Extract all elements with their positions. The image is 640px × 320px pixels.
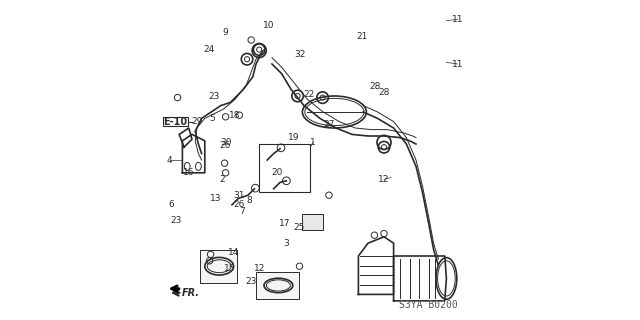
Text: S3YA B0200: S3YA B0200	[399, 300, 458, 310]
Text: 28: 28	[369, 82, 381, 91]
Text: 5: 5	[209, 114, 214, 123]
Text: 16: 16	[183, 168, 195, 177]
Text: 29: 29	[191, 117, 202, 126]
Text: 23: 23	[246, 277, 257, 286]
Text: 31: 31	[234, 191, 245, 200]
Text: 4: 4	[167, 156, 172, 164]
Text: 26: 26	[234, 200, 245, 209]
Text: 27: 27	[323, 120, 335, 129]
Text: 26: 26	[219, 141, 230, 150]
Text: 17: 17	[279, 220, 291, 228]
Text: 12: 12	[253, 264, 265, 273]
Text: 11: 11	[452, 60, 463, 68]
Text: 22: 22	[303, 90, 314, 99]
Text: 3: 3	[284, 239, 289, 248]
Text: 23: 23	[170, 216, 182, 225]
Text: E-10: E-10	[163, 116, 188, 127]
Bar	[163, 117, 188, 126]
Bar	[256, 272, 300, 299]
Text: 19: 19	[288, 133, 300, 142]
Text: FR.: FR.	[182, 288, 200, 298]
Text: 28: 28	[378, 88, 390, 97]
Text: 8: 8	[246, 196, 252, 205]
Text: 20: 20	[271, 168, 282, 177]
Text: 24: 24	[203, 45, 214, 54]
Text: 30: 30	[220, 138, 231, 147]
Bar	[200, 250, 237, 283]
Text: 2: 2	[220, 175, 225, 184]
Text: 6: 6	[168, 200, 174, 209]
Text: 23: 23	[209, 92, 220, 100]
Bar	[302, 214, 323, 230]
Text: 1: 1	[310, 138, 316, 147]
Text: 14: 14	[228, 248, 239, 257]
Text: 21: 21	[356, 32, 367, 41]
Text: 12: 12	[378, 175, 390, 184]
Bar	[259, 144, 310, 192]
Text: 18: 18	[230, 111, 241, 120]
Text: 9: 9	[223, 28, 228, 36]
Text: 32: 32	[294, 50, 305, 59]
Text: 13: 13	[211, 194, 221, 203]
Text: 25: 25	[294, 223, 305, 232]
Text: 15: 15	[224, 264, 236, 273]
Text: 10: 10	[263, 21, 275, 30]
Text: 7: 7	[239, 207, 244, 216]
Text: 11: 11	[452, 15, 463, 24]
